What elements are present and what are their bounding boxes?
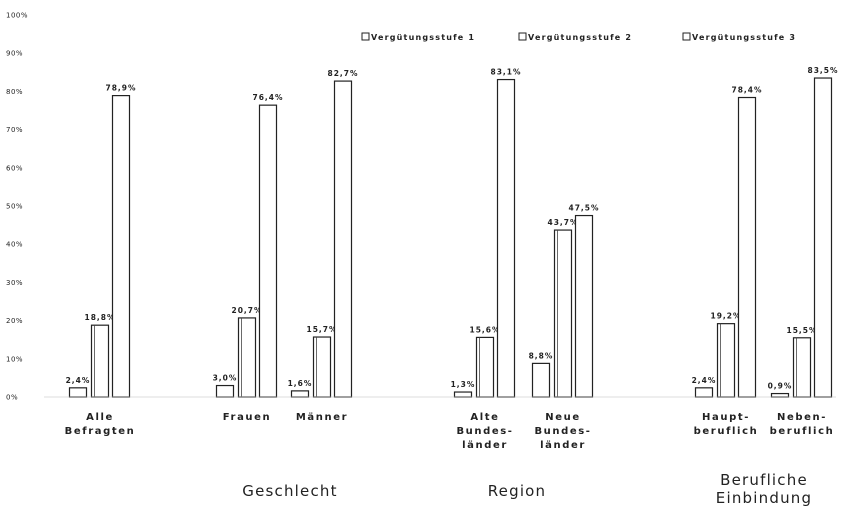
data-label: 18,8%: [84, 313, 115, 322]
legend-label: Vergütungsstufe 3: [692, 33, 796, 42]
bar: [716, 323, 736, 398]
y-tick-label: 50%: [6, 203, 23, 211]
category-label: beruflich: [694, 426, 759, 437]
data-label: 19,2%: [710, 312, 741, 321]
bar: [531, 362, 551, 398]
category-label: länder: [462, 440, 508, 451]
bar: [90, 324, 110, 398]
y-tick-label: 0%: [6, 394, 18, 402]
data-label: 47,5%: [568, 204, 599, 213]
bar: [258, 104, 278, 398]
category-labels: Alle Befragten Frauen Männer Alte Bundes-länd…: [65, 412, 835, 451]
category-label: Befragten: [65, 426, 136, 437]
category-label: Männer: [296, 412, 348, 423]
legend: Vergütungsstufe 1 Vergütungsstufe 2 Vergüt…: [361, 32, 796, 42]
data-label: 1,6%: [288, 379, 313, 388]
data-label: 78,9%: [105, 84, 136, 93]
y-axis: 0% 10% 20% 30% 40% 50% 60% 70% 80% 90% 100%: [6, 12, 28, 402]
bar: [496, 78, 516, 398]
data-label: 3,0%: [213, 374, 238, 383]
data-label: 83,1%: [490, 68, 521, 77]
y-tick-label: 40%: [6, 241, 23, 249]
bar: [237, 317, 257, 398]
data-label: 20,7%: [231, 306, 262, 315]
category-label: Neben-: [777, 412, 827, 423]
data-label: 82,7%: [327, 69, 358, 78]
category-label: Neue: [545, 412, 580, 423]
bar: [111, 95, 131, 398]
category-label: Haupt-: [702, 412, 750, 423]
category-label: Bundes-: [534, 426, 591, 437]
bar: [68, 387, 88, 398]
y-tick-label: 60%: [6, 164, 23, 172]
y-tick-label: 20%: [6, 317, 23, 325]
data-label: 2,4%: [692, 376, 717, 385]
category-label: beruflich: [770, 426, 835, 437]
category-label: länder: [540, 440, 586, 451]
bar: [792, 337, 812, 398]
data-label: 83,5%: [807, 66, 838, 75]
legend-swatch: [361, 32, 370, 41]
data-label: 1,3%: [451, 380, 476, 389]
bar: [453, 391, 473, 398]
y-tick-label: 90%: [6, 50, 23, 58]
group-label: Berufliche: [720, 471, 808, 489]
group-label: Region: [488, 482, 547, 500]
data-label: 43,7%: [547, 218, 578, 227]
category-label: Alte: [470, 412, 499, 423]
bar: [215, 384, 235, 398]
data-label: 0,9%: [768, 382, 793, 391]
legend-label: Vergütungsstufe 1: [371, 33, 475, 42]
legend-label: Vergütungsstufe 2: [528, 33, 632, 42]
category-label: Bundes-: [456, 426, 513, 437]
y-tick-label: 30%: [6, 279, 23, 287]
data-label: 76,4%: [252, 93, 283, 102]
bar: [770, 392, 790, 398]
bar-area: 2,4% 3,0% 1,6% 1,3% 8,8% 2,4% 0,9% 18,8% 20,7% 15…: [44, 66, 838, 398]
group-label: Geschlecht: [242, 482, 337, 500]
data-label: 15,6%: [469, 325, 500, 334]
data-label: 2,4%: [66, 376, 91, 385]
data-label: 15,5%: [786, 326, 817, 335]
legend-swatch: [682, 32, 691, 41]
bar: [553, 229, 573, 398]
y-tick-label: 10%: [6, 355, 23, 363]
data-label: 78,4%: [731, 86, 762, 95]
bar: [813, 77, 833, 398]
y-tick-label: 80%: [6, 88, 23, 96]
y-tick-label: 100%: [6, 12, 28, 20]
bar: [333, 80, 353, 398]
category-label: Frauen: [223, 412, 272, 423]
bar: [574, 214, 594, 398]
data-label: 15,7%: [306, 325, 337, 334]
y-tick-label: 70%: [6, 126, 23, 134]
group-label: Einbindung: [716, 489, 812, 507]
bar: [694, 387, 714, 398]
bar: [312, 336, 332, 398]
bar: [475, 336, 495, 398]
legend-swatch: [518, 32, 527, 41]
bar: [737, 96, 757, 398]
bar: [290, 390, 310, 398]
data-label: 8,8%: [529, 351, 554, 360]
category-label: Alle: [86, 412, 114, 423]
